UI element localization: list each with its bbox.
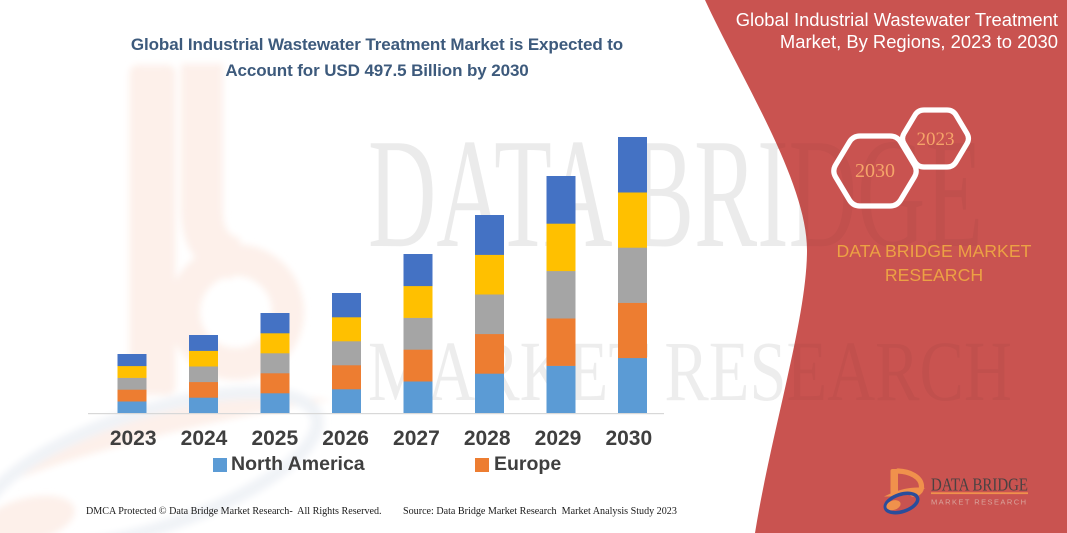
- svg-text:2030: 2030: [855, 160, 895, 182]
- svg-text:DATA BRIDGE: DATA BRIDGE: [931, 475, 1028, 495]
- svg-text:MARKET RESEARCH: MARKET RESEARCH: [931, 498, 1026, 507]
- svg-text:2023: 2023: [917, 129, 955, 150]
